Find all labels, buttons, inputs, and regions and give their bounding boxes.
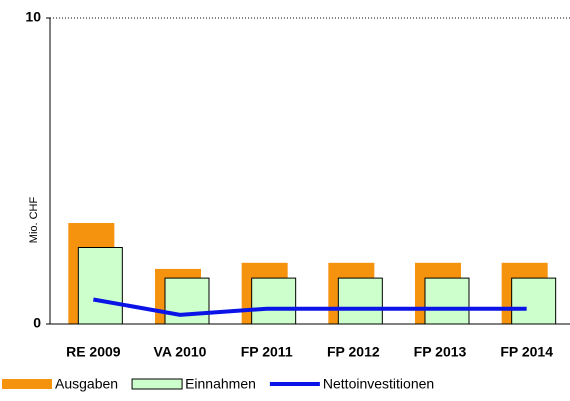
bar: [511, 277, 557, 325]
x-tick-label: FP 2014: [500, 344, 553, 360]
legend-label: Nettoinvestitionen: [323, 376, 434, 392]
bar: [164, 277, 210, 325]
legend-label: Ausgaben: [55, 376, 118, 392]
y-tick-label: 10: [25, 9, 41, 25]
legend-label: Einnahmen: [185, 376, 256, 392]
bar: [251, 277, 297, 325]
bar: [424, 277, 470, 325]
bar: [77, 247, 123, 325]
y-axis-label: Mio. CHF: [28, 197, 40, 244]
x-tick-label: FP 2011: [241, 344, 293, 360]
x-tick-label: FP 2012: [327, 344, 380, 360]
y-tick-label: 0: [33, 315, 41, 331]
legend-swatch: [131, 378, 183, 390]
x-tick-label: FP 2013: [414, 344, 467, 360]
x-tick-label: VA 2010: [154, 344, 207, 360]
line: [92, 297, 527, 317]
bar: [337, 277, 383, 325]
x-tick-label: RE 2009: [66, 344, 121, 360]
legend-swatch: [2, 379, 52, 389]
